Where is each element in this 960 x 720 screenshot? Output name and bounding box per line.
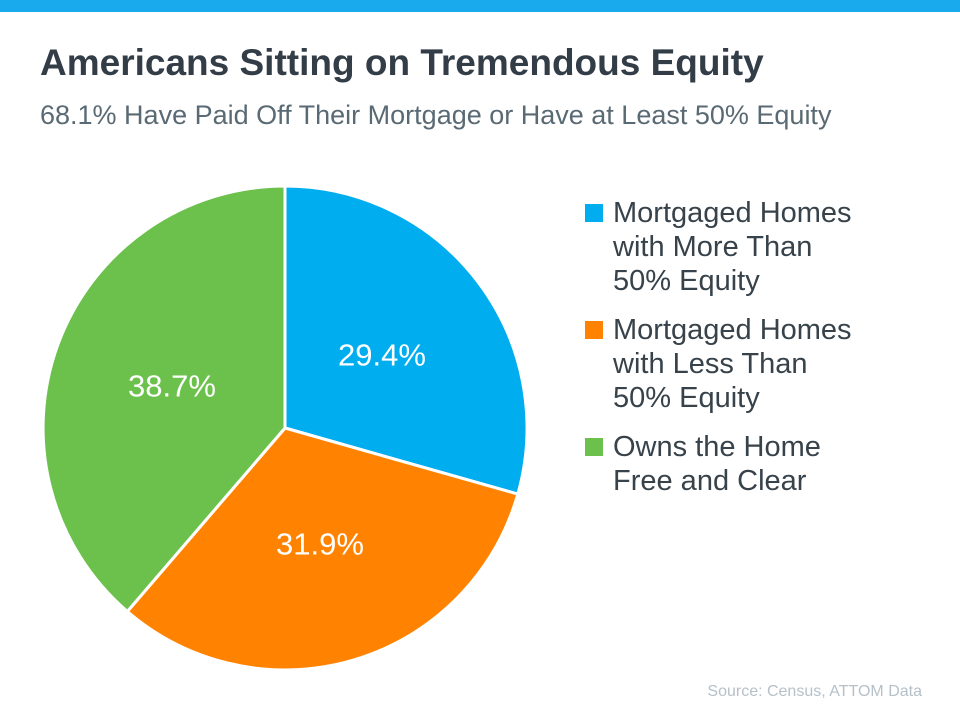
- pie-slice-2: [41, 184, 287, 613]
- legend-label: Mortgaged Homes with Less Than 50% Equit…: [613, 314, 852, 414]
- pie-slice-value-label: 31.9%: [276, 526, 364, 562]
- pie-chart-svg: [41, 184, 529, 672]
- pie-slice-0: [283, 184, 529, 496]
- legend-label: Mortgaged Homes with More Than 50% Equit…: [613, 197, 852, 297]
- legend-swatch-icon: [585, 321, 603, 339]
- legend-item: Mortgaged Homes with Less Than 50% Equit…: [585, 313, 857, 415]
- legend: Mortgaged Homes with More Than 50% Equit…: [585, 196, 857, 513]
- source-credit: Source: Census, ATTOM Data: [707, 683, 922, 700]
- pie-chart: 29.4% 31.9% 38.7%: [40, 183, 530, 673]
- top-accent-bar: [0, 0, 960, 12]
- legend-item: Mortgaged Homes with More Than 50% Equit…: [585, 196, 857, 298]
- pie-slice-value-label: 29.4%: [338, 337, 426, 373]
- page-title: Americans Sitting on Tremendous Equity: [40, 42, 764, 83]
- page-subtitle: 68.1% Have Paid Off Their Mortgage or Ha…: [40, 100, 832, 130]
- pie-slice-value-label: 38.7%: [128, 368, 216, 404]
- legend-swatch-icon: [585, 438, 603, 456]
- legend-label: Owns the Home Free and Clear: [613, 431, 821, 497]
- pie-slice-1: [125, 426, 520, 672]
- legend-swatch-icon: [585, 204, 603, 222]
- legend-item: Owns the Home Free and Clear: [585, 430, 857, 498]
